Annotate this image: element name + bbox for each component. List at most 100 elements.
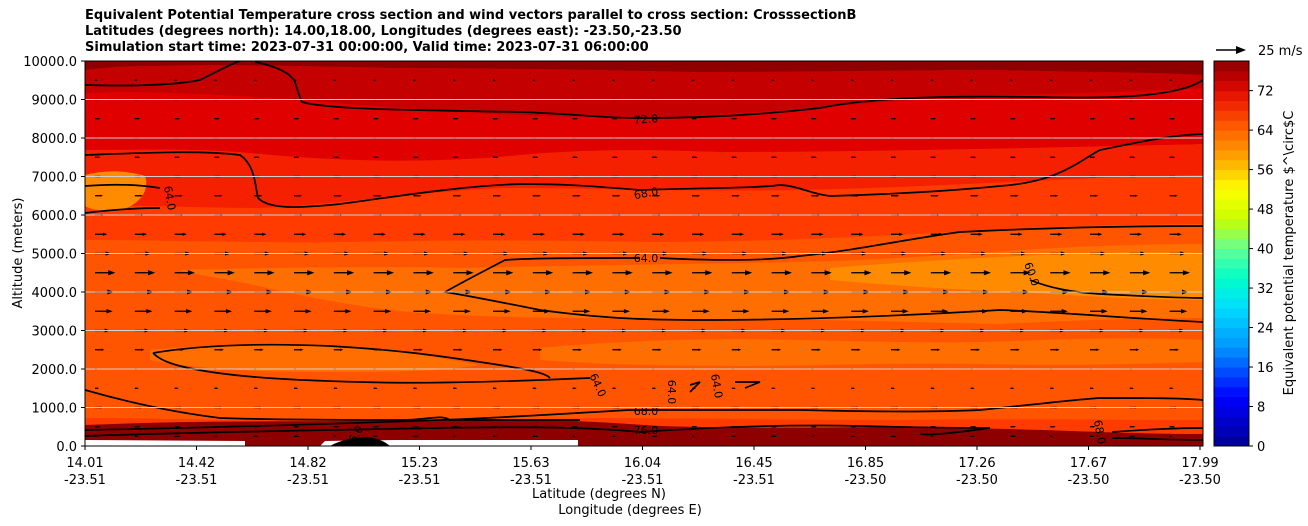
wind-vector-head [654, 387, 657, 389]
wind-vector-head [98, 426, 101, 428]
wind-vector-head [814, 118, 817, 120]
wind-vector-head [375, 79, 377, 81]
wind-vector-head [256, 387, 259, 389]
contour-64-mid2 [659, 225, 1203, 261]
wind-vector-head [775, 426, 778, 428]
colorbar-segment [1214, 436, 1249, 447]
wind-vector-head [972, 79, 974, 81]
y-tick-label: 2000.0 [32, 363, 78, 378]
wind-vector-head [697, 194, 701, 197]
x-tick-label-lat: 15.23 [401, 456, 438, 471]
wind-vector-head [655, 426, 658, 428]
wind-vector-head [1023, 270, 1031, 276]
wind-vector-head [819, 232, 824, 236]
wind-vector-head [1055, 194, 1059, 197]
wind-vector-head [259, 194, 263, 197]
wind-vector-head [456, 118, 459, 120]
wind-vector-head [257, 156, 260, 158]
wind-vector-head [499, 348, 503, 351]
vector-key-arrowhead [1236, 46, 1246, 54]
y-axis-label: Altitude (meters) [11, 198, 26, 309]
wind-vector-head [1015, 194, 1019, 197]
wind-vector-head [894, 156, 897, 158]
wind-vector-head [974, 156, 977, 158]
wind-vector-head [378, 194, 382, 197]
wind-vector-head [137, 435, 139, 437]
wind-vector-head [936, 348, 941, 351]
x-tick-label-lon: -23.51 [733, 473, 775, 488]
colorbar-segment [1214, 376, 1249, 388]
wind-vector-head [385, 308, 392, 314]
wind-vector-head [339, 348, 344, 351]
wind-vector-head [337, 426, 340, 428]
wind-vector-head [536, 435, 539, 438]
wind-vector-head [894, 435, 897, 438]
wind-vector-head [1093, 118, 1096, 120]
wind-vector-head [418, 194, 422, 197]
colorbar-tick-label: 64 [1257, 124, 1274, 139]
contour-lines [85, 61, 1203, 441]
wind-vector-head [301, 232, 307, 236]
contour-label: 64.0 [708, 373, 725, 399]
wind-vector-head [1053, 426, 1056, 428]
wind-vector-head [416, 118, 419, 120]
x-tick-label-lon: -23.51 [64, 473, 106, 488]
wind-vector-head [178, 156, 181, 158]
x-axis: 14.01 -23.51 14.42 -23.51 14.82 -23.51 15.23 -2… [64, 446, 1221, 488]
wind-vector-head [584, 308, 591, 314]
x-tick-label-lon: -23.51 [176, 473, 218, 488]
wind-vector-head [817, 348, 821, 351]
wind-vector-head [933, 387, 935, 389]
wind-vector-head [615, 426, 618, 428]
wind-vector-head [504, 308, 511, 314]
wind-vector-head [426, 270, 434, 276]
wind-vector-head [222, 232, 227, 236]
wind-vector-head [932, 436, 934, 437]
wind-vector-head [816, 194, 820, 197]
vector-key: 25 m/s [1216, 44, 1303, 59]
wind-vector-head [735, 426, 738, 428]
band-60-left [85, 171, 147, 211]
wind-vector-head [1141, 308, 1148, 314]
wind-vector-head [345, 308, 352, 314]
x-tick-label-lon: -23.51 [622, 473, 664, 488]
wind-vector-head [416, 387, 418, 389]
wind-vector-head [216, 436, 218, 437]
wind-vector-head [904, 270, 912, 276]
wind-vector-head [538, 348, 543, 351]
wind-vector-head [620, 232, 625, 236]
wind-vector-head [535, 387, 537, 389]
y-tick-label: 8000.0 [32, 132, 78, 147]
wind-vector-head [695, 426, 698, 428]
wind-vector-head [1135, 194, 1138, 197]
wind-vector-head [335, 79, 337, 81]
wind-vector-head [102, 232, 108, 236]
wind-vector-head [267, 270, 275, 276]
wind-vector-head [96, 79, 98, 81]
wind-vector-head [784, 270, 792, 276]
wind-vector-head [540, 232, 546, 236]
wind-vector-head [536, 156, 539, 158]
wind-vector-head [693, 79, 695, 81]
band-62-lower [150, 344, 480, 372]
wind-vector-head [546, 270, 554, 276]
wind-vector-head [187, 270, 195, 276]
x-tick-label-lat: 14.82 [289, 456, 326, 471]
wind-vector-head [585, 270, 593, 276]
wind-vector-head [220, 348, 224, 351]
wind-vector-head [219, 194, 223, 197]
wind-vector-head [217, 156, 220, 158]
wind-vector-head [341, 232, 347, 236]
wind-vector-head [376, 435, 378, 437]
wind-vector-head [177, 387, 179, 389]
wind-vector-head [1133, 156, 1136, 158]
wind-vector-head [1171, 79, 1173, 81]
contour-64-mid [442, 257, 1203, 323]
contour-72-upper [85, 61, 1203, 119]
wind-vector-head [416, 426, 419, 428]
terrain-missing [85, 440, 245, 446]
wind-vector-head [495, 435, 498, 437]
wind-vector-head [1053, 118, 1056, 120]
colorbar-tick-label: 0 [1257, 440, 1265, 455]
